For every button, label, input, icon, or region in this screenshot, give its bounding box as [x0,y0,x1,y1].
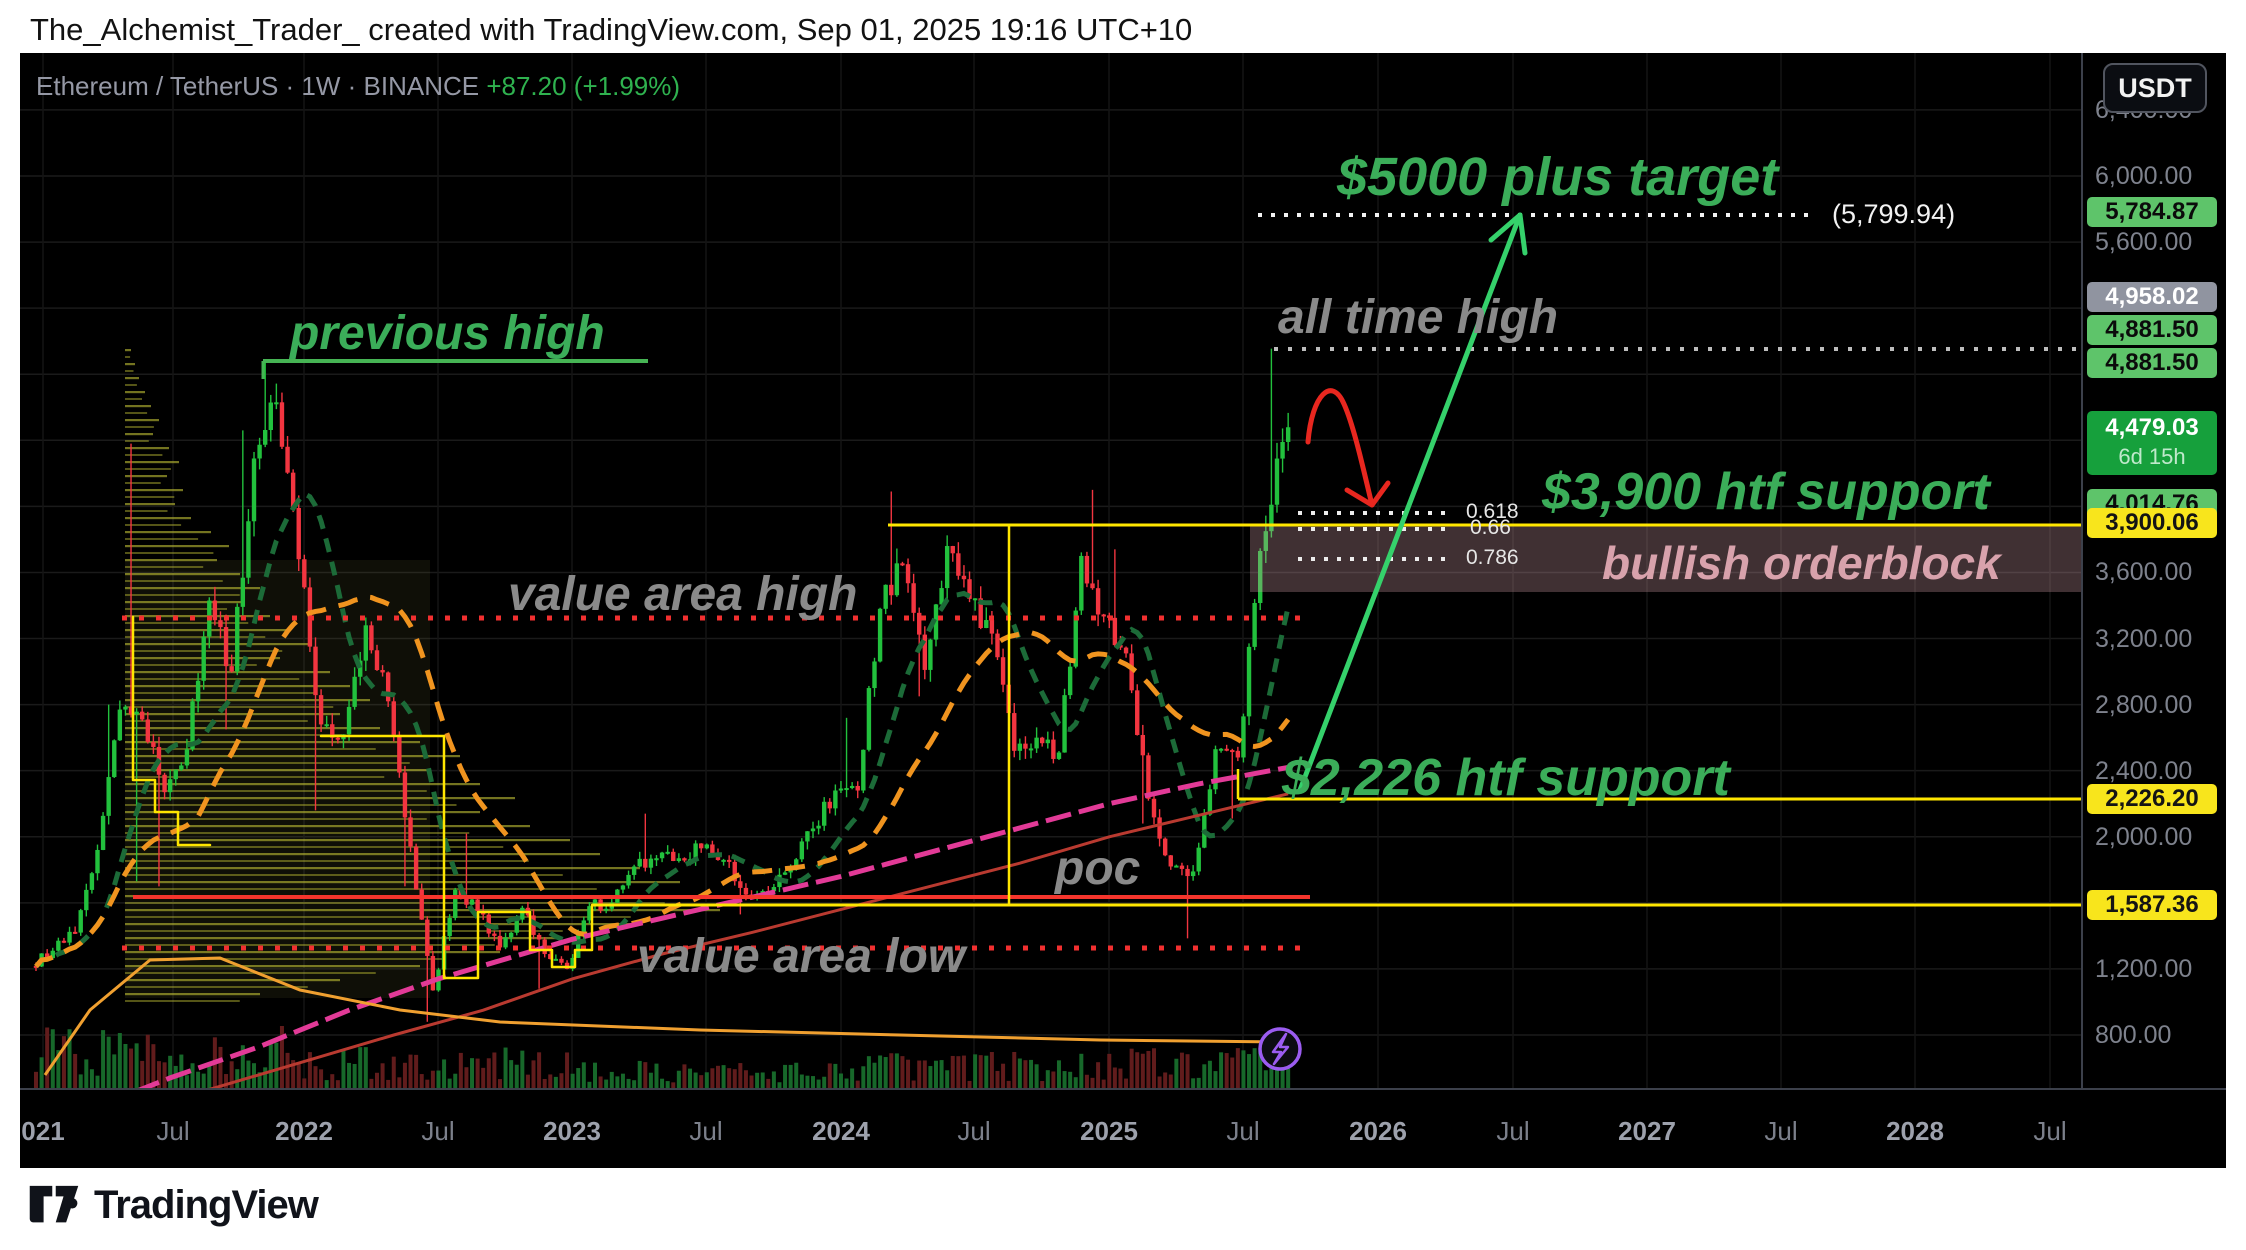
time-tick: 2028 [1886,1116,1944,1146]
fib-level-label[interactable]: 0.66 [1470,516,1511,539]
time-tick: Jul [1226,1116,1260,1146]
price-label: 5,784.87 [2087,196,2217,227]
time-tick: 2023 [543,1116,601,1146]
time-tick: Jul [156,1116,190,1146]
price-label: 4,881.50 [2087,347,2217,378]
time-tick: Jul [2033,1116,2067,1146]
symbol-legend[interactable]: Ethereum / TetherUS · 1W · BINANCE +87.2… [36,71,680,102]
time-tick: Jul [957,1116,991,1146]
price-tick: 6,000.00 [2095,162,2193,190]
chart-annotation[interactable]: value area high [508,568,858,621]
price-label: 4,881.50 [2087,314,2217,345]
fib-level-label[interactable]: 0.786 [1466,546,1519,569]
tradingview-logo: TradingView [28,1182,319,1228]
price-label: 4,479.03 6d 15h [2087,411,2217,476]
price-label: 4,958.02 [2087,282,2217,313]
price-change: +87.20 (+1.99%) [486,71,681,101]
price-label: 2,226.20 [2087,784,2217,815]
price-tick: 5,600.00 [2095,228,2193,257]
chart-annotation[interactable]: $3,900 htf support [1542,463,1990,521]
price-axis[interactable]: USDT 6,400.006,000.005,600.003,600.003,2… [2081,53,2226,1168]
chart-annotation[interactable]: value area low [637,930,966,983]
countdown-timer: 6d 15h [2118,444,2186,470]
time-tick: Jul [1496,1116,1530,1146]
price-tick: 2,800.00 [2095,690,2193,719]
chart-annotation[interactable]: (5,799.94) [1832,199,1956,229]
price-tick: 800.00 [2095,1020,2172,1049]
header-credit: The_Alchemist_Trader_ created with Tradi… [30,12,1193,47]
price-label: 3,900.06 [2087,507,2217,538]
time-tick: 021 [21,1116,65,1146]
price-tick: 3,600.00 [2095,558,2193,587]
chart-surface[interactable]: Ethereum / TetherUS · 1W · BINANCE +87.2… [20,53,2081,1088]
time-tick: 2022 [275,1116,333,1146]
chart-container: Ethereum / TetherUS · 1W · BINANCE +87.2… [20,53,2226,1168]
time-tick: 2024 [812,1116,870,1146]
price-label: 1,587.36 [2087,889,2217,920]
symbol-title: Ethereum / TetherUS · 1W · BINANCE [36,71,480,101]
tradingview-logo-text: TradingView [94,1182,319,1227]
time-axis[interactable]: 021 Jul 2022 Jul 2023 Jul 2024 Jul 2025 Jul 2026 Ju… [20,1088,2226,1168]
chart-annotation[interactable]: all time high [1278,291,1559,344]
tradingview-logo-mark [29,1185,79,1223]
chart-annotation[interactable]: previous high [290,307,605,360]
time-tick: 2025 [1080,1116,1138,1146]
chart-annotation[interactable]: poc [1055,842,1141,895]
time-tick: Jul [421,1116,455,1146]
price-tick: 2,400.00 [2095,756,2193,785]
price-tick: 2,000.00 [2095,822,2193,851]
time-tick: Jul [1764,1116,1798,1146]
time-tick: 2026 [1349,1116,1407,1146]
chart-annotation[interactable]: $2,226 htf support [1282,749,1730,807]
time-tick: 2027 [1618,1116,1676,1146]
price-tick: 3,200.00 [2095,624,2193,653]
time-tick: Jul [689,1116,723,1146]
chart-annotation[interactable]: bullish orderblock [1602,537,2001,589]
currency-button[interactable]: USDT [2103,63,2207,113]
chart-annotation[interactable]: $5000 plus target [1337,147,1779,207]
price-tick: 1,200.00 [2095,954,2193,983]
